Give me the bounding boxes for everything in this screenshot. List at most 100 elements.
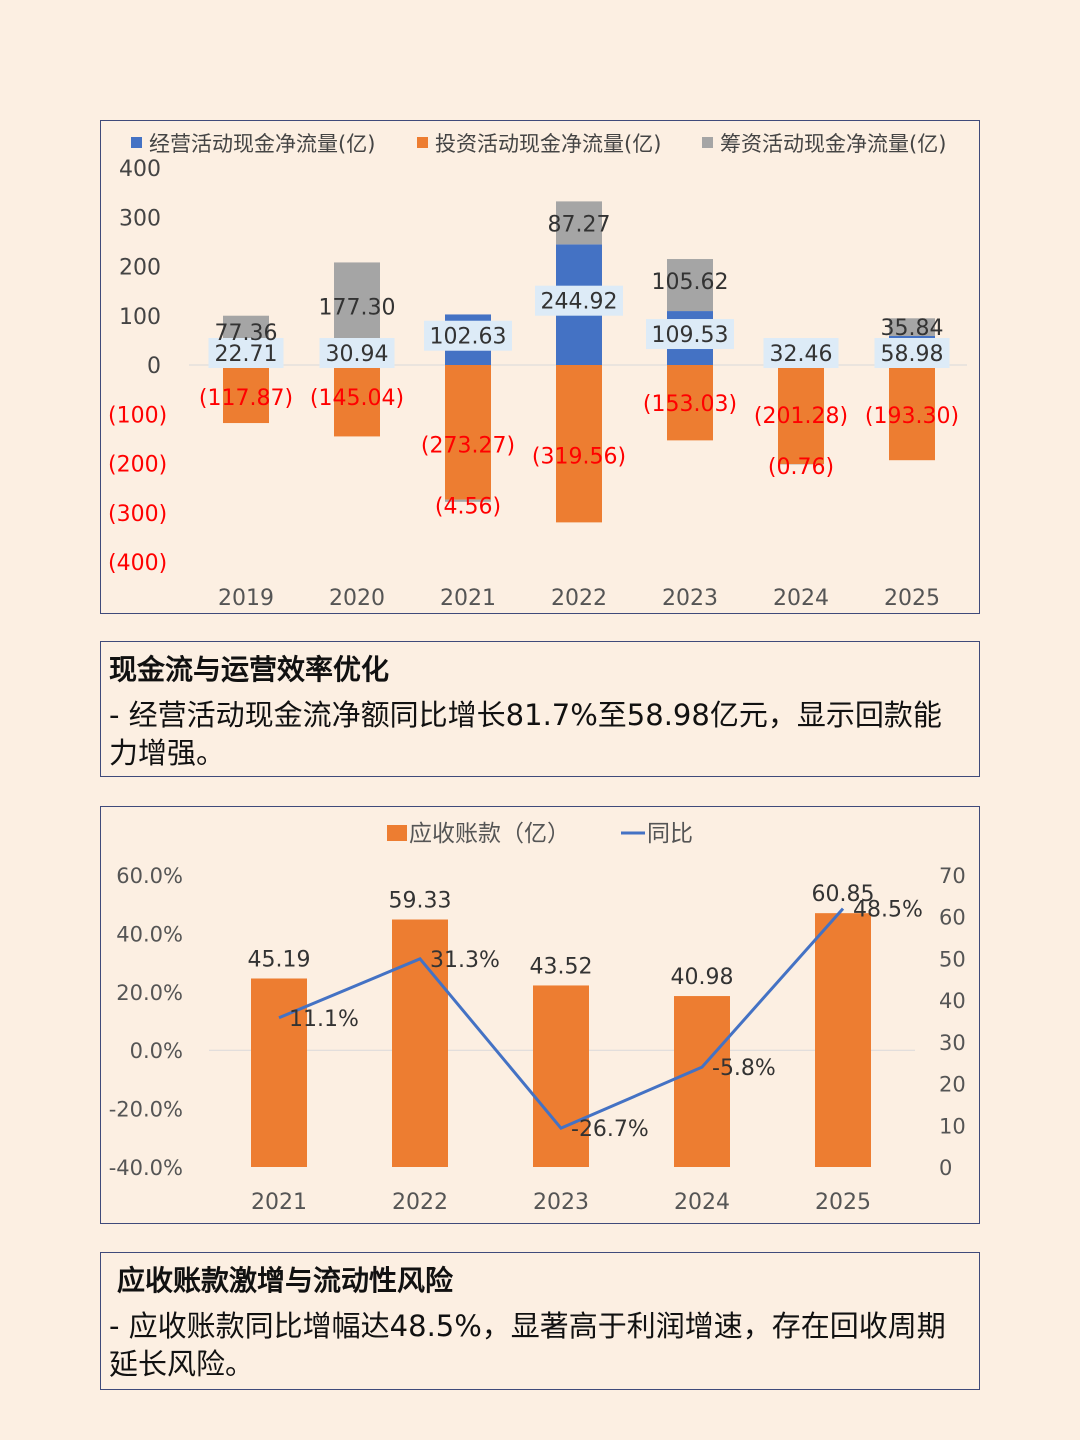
legend-label-2: 筹资活动现金净流量(亿) xyxy=(720,132,946,156)
legend-label-1: 投资活动现金净流量(亿) xyxy=(435,132,661,156)
legend-swatch-1 xyxy=(417,137,428,148)
investing-data-label: (201.28) xyxy=(754,404,848,429)
financing-bar xyxy=(667,259,713,312)
y-tick-label: (200) xyxy=(108,453,167,478)
operating-label-bg xyxy=(763,338,839,368)
left-axis-tick-label: 60.0% xyxy=(116,864,183,888)
y-tick-label: (100) xyxy=(108,403,167,428)
financing-data-label: 77.36 xyxy=(215,321,278,346)
operating-label-bg xyxy=(424,320,512,351)
receivables-data-label: 43.52 xyxy=(530,954,593,979)
x-tick-label: 2022 xyxy=(551,586,607,611)
investing-data-label: (117.87) xyxy=(199,386,293,411)
financing-data-label: (4.56) xyxy=(435,495,501,520)
x-tick-label: 2021 xyxy=(440,586,496,611)
x-tick-label: 2024 xyxy=(674,1190,730,1215)
y-tick-label: (400) xyxy=(108,551,167,576)
x-tick-label: 2021 xyxy=(251,1190,307,1215)
investing-data-label: (193.30) xyxy=(865,404,959,429)
operating-label-bg xyxy=(535,285,623,316)
operating-data-label: 22.71 xyxy=(215,342,278,367)
investing-data-label: (319.56) xyxy=(532,445,626,470)
investing-data-label: (273.27) xyxy=(421,433,515,458)
receivables-chart-svg: 应收账款（亿） 同比 60.0% 40.0% 20.0% 0.0% -20.0% -40.0%… xyxy=(109,821,966,1215)
receivables-summary-box: 应收账款激增与流动性风险 - 应收账款同比增幅达48.5%，显著高于利润增速，存… xyxy=(100,1252,980,1390)
operating-data-label: 58.98 xyxy=(881,342,944,367)
right-axis-tick-label: 20 xyxy=(939,1073,966,1097)
operating-data-label: 30.94 xyxy=(326,342,389,367)
financing-data-label: 105.62 xyxy=(652,270,729,295)
x-tick-label: 2020 xyxy=(329,586,385,611)
legend-label-line: 同比 xyxy=(647,821,693,847)
financing-bar xyxy=(889,318,935,336)
financing-data-label: 177.30 xyxy=(319,295,396,320)
left-axis-tick-label: 20.0% xyxy=(116,981,183,1005)
y-tick-label: 300 xyxy=(119,206,161,231)
right-axis-tick-label: 60 xyxy=(939,906,966,930)
receivables-data-label: 60.85 xyxy=(812,882,875,907)
right-axis-tick-label: 10 xyxy=(939,1114,966,1138)
receivables-data-label: 40.98 xyxy=(671,965,734,990)
financing-data-label: 87.27 xyxy=(548,212,611,237)
yoy-data-label: -26.7% xyxy=(571,1117,649,1142)
right-axis-tick-label: 0 xyxy=(939,1156,952,1180)
operating-data-label: 244.92 xyxy=(541,290,618,315)
yoy-data-label: 11.1% xyxy=(289,1007,359,1032)
y-tick-label: 200 xyxy=(119,256,161,281)
cashflow-chart-svg: 经营活动现金净流量(亿) 投资活动现金净流量(亿) 筹资活动现金净流量(亿) 400 3… xyxy=(108,132,967,611)
yoy-data-label: 31.3% xyxy=(430,948,500,973)
right-axis-tick-label: 40 xyxy=(939,989,966,1013)
receivables-bar xyxy=(674,996,730,1167)
receivables-summary-title: 应收账款激增与流动性风险 xyxy=(117,1264,454,1297)
yoy-data-label: -5.8% xyxy=(712,1056,776,1081)
operating-data-label: 102.63 xyxy=(430,325,507,350)
yoy-line xyxy=(278,907,845,1130)
investing-bar xyxy=(445,365,491,500)
investing-bar xyxy=(667,365,713,441)
cashflow-summary-title: 现金流与运营效率优化 xyxy=(109,653,390,686)
legend-label-0: 经营活动现金净流量(亿) xyxy=(149,132,375,156)
receivables-bar xyxy=(533,985,589,1167)
receivables-chart: 应收账款（亿） 同比 60.0% 40.0% 20.0% 0.0% -20.0% -40.0%… xyxy=(100,806,980,1224)
x-tick-label: 2023 xyxy=(533,1190,589,1215)
operating-data-label: 109.53 xyxy=(652,323,729,348)
receivables-data-label: 59.33 xyxy=(389,889,452,914)
financing-bar xyxy=(445,499,491,502)
operating-label-bg xyxy=(208,338,284,368)
operating-label-bg xyxy=(874,338,950,368)
left-axis-tick-label: 0.0% xyxy=(130,1039,183,1063)
investing-data-label: (145.04) xyxy=(310,386,404,411)
x-tick-label: 2025 xyxy=(815,1190,871,1215)
x-tick-label: 2025 xyxy=(884,586,940,611)
financing-bar xyxy=(556,201,602,245)
investing-data-label: (153.03) xyxy=(643,392,737,417)
left-axis-tick-label: 40.0% xyxy=(116,922,183,946)
investing-bar xyxy=(556,365,602,523)
x-tick-label: 2022 xyxy=(392,1190,448,1215)
left-axis-tick-label: -20.0% xyxy=(109,1098,183,1122)
legend-swatch-bar xyxy=(387,825,407,841)
financing-bar xyxy=(334,262,380,350)
right-axis-tick-label: 50 xyxy=(939,947,966,971)
cashflow-summary-body: - 经营活动现金流净额同比增长81.7%至58.98亿元，显示回款能力增强。 xyxy=(109,698,942,770)
legend-swatch-0 xyxy=(131,137,142,148)
y-tick-label: (300) xyxy=(108,502,167,527)
receivables-bar xyxy=(815,913,871,1167)
right-axis-tick-label: 70 xyxy=(939,864,966,888)
x-tick-label: 2023 xyxy=(662,586,718,611)
y-tick-label: 100 xyxy=(119,305,161,330)
financing-data-label: 35.84 xyxy=(881,316,944,341)
operating-data-label: 32.46 xyxy=(770,342,833,367)
receivables-data-label: 45.19 xyxy=(248,947,311,972)
investing-bar xyxy=(334,365,380,437)
y-tick-label: 0 xyxy=(147,354,161,379)
operating-label-bg xyxy=(646,319,734,350)
left-axis-tick-label: -40.0% xyxy=(109,1156,183,1180)
receivables-summary-body: - 应收账款同比增幅达48.5%，显著高于利润增速，存在回收周期延长风险。 xyxy=(109,1309,946,1381)
legend-label-bar: 应收账款（亿） xyxy=(409,821,570,847)
right-axis-tick-label: 30 xyxy=(939,1031,966,1055)
legend-swatch-2 xyxy=(702,137,713,148)
investing-bar xyxy=(778,365,824,465)
investing-bar xyxy=(223,365,269,424)
x-tick-label: 2019 xyxy=(218,586,274,611)
